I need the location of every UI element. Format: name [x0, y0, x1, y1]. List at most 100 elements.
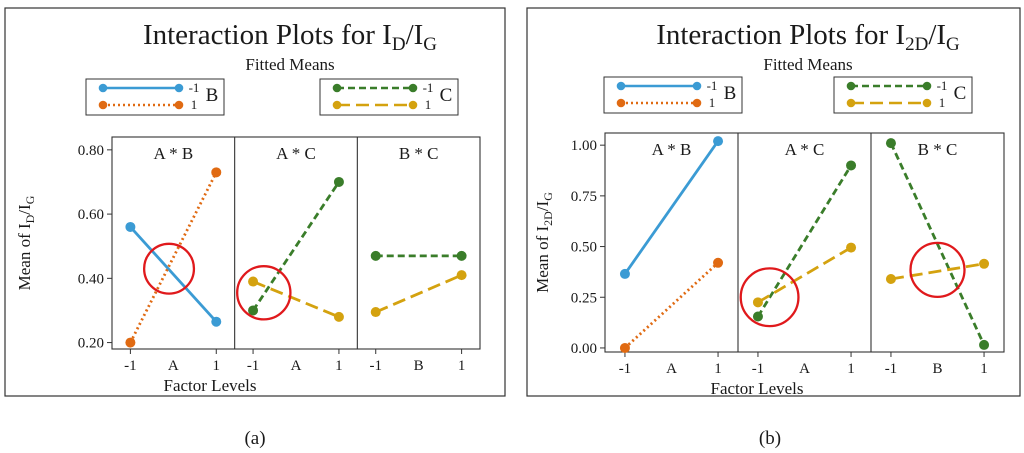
x-axis-label: Factor Levels [164, 376, 257, 395]
x-factor-label: A [168, 358, 179, 374]
y-tick-label: 0.00 [571, 341, 597, 357]
series-line-1 [624, 261, 719, 349]
y-tick-label: 0.50 [571, 240, 597, 256]
data-point [125, 337, 136, 348]
y-tick-label: 0.25 [571, 290, 597, 306]
legend-level-label: -1 [707, 78, 718, 93]
x-tick-label: 1 [847, 361, 855, 377]
legend-factor-label: B [724, 83, 737, 104]
series-line-1 [890, 262, 985, 281]
series-line-1 [129, 171, 218, 344]
highlight-circle [142, 242, 196, 295]
legend-marker [332, 83, 342, 93]
subplot-title: A * C [276, 144, 316, 163]
data-point [211, 316, 222, 327]
y-tick-label: 0.60 [78, 207, 104, 223]
x-tick-label: -1 [752, 361, 765, 377]
legend-box [603, 76, 743, 114]
data-point [979, 339, 990, 350]
x-factor-label: B [932, 361, 942, 377]
x-tick-label: -1 [369, 358, 382, 374]
legend-legend_right: -1 1 C [319, 78, 459, 116]
legend-level-label: 1 [425, 97, 432, 112]
chart-subtitle: Fitted Means [763, 55, 852, 74]
series-line-1 [375, 273, 463, 314]
legend-level-label: 1 [939, 95, 946, 110]
x-factor-label: A [799, 361, 810, 377]
subplot-ab: A * B -1 1 A [619, 136, 724, 377]
data-point [713, 257, 724, 268]
data-point [846, 160, 857, 171]
panel-frame [4, 7, 506, 397]
data-point [752, 311, 763, 322]
legend-marker [616, 98, 626, 108]
legend-level-label: 1 [709, 95, 716, 110]
legend-level-label: -1 [423, 80, 434, 95]
legend-factor-label: C [954, 83, 967, 104]
data-point [125, 221, 136, 232]
x-axis-label: Factor Levels [711, 379, 804, 398]
legend-marker [616, 81, 626, 91]
panel-frame [526, 7, 1021, 397]
data-point [979, 258, 990, 269]
x-tick-label: -1 [619, 361, 632, 377]
x-factor-label: A [291, 358, 302, 374]
y-tick-label: 0.80 [78, 143, 104, 159]
chart-subtitle: Fitted Means [245, 55, 334, 74]
data-point [619, 268, 630, 279]
legend-marker [692, 98, 702, 108]
y-tick-label: 1.00 [571, 138, 597, 154]
data-point [846, 242, 857, 253]
legend-marker [408, 100, 418, 110]
series-line--1 [129, 225, 218, 323]
data-point [333, 311, 344, 322]
y-axis-label: Mean of ID/IG [15, 195, 37, 290]
subplot-ab: A * B -1 1 A [124, 144, 222, 374]
plot-frame [111, 136, 481, 350]
data-point [370, 307, 381, 318]
x-tick-label: -1 [124, 358, 137, 374]
legend-legend_left: -1 1 B [85, 78, 225, 116]
highlight-circle [739, 267, 800, 328]
x-tick-label: 1 [213, 358, 221, 374]
series-line-1 [252, 280, 340, 319]
legend-marker [922, 81, 932, 91]
panel-caption-a: (a) [244, 428, 265, 449]
subplot-title: A * B [652, 140, 692, 159]
legend-level-label: 1 [191, 97, 198, 112]
data-point [333, 176, 344, 187]
subplot-ac: A * C -1 1 A [737, 133, 857, 377]
legend-marker [98, 100, 108, 110]
panel-caption-b: (b) [759, 428, 781, 449]
x-tick-label: 1 [714, 361, 722, 377]
legend-marker [174, 100, 184, 110]
x-tick-label: 1 [458, 358, 466, 374]
data-point [248, 305, 259, 316]
data-point [885, 274, 896, 284]
y-tick-label: 0.20 [78, 336, 104, 352]
subplot-bc: B * C -1 1 B [356, 137, 467, 374]
x-tick-label: 1 [980, 361, 988, 377]
x-tick-label: 1 [335, 358, 343, 374]
chart-title: Interaction Plots for I2D/IG [656, 19, 960, 55]
legend-marker [692, 81, 702, 91]
data-point [248, 276, 259, 287]
data-point [456, 270, 467, 281]
legend-box [319, 78, 459, 116]
subplot-title: B * C [918, 140, 958, 159]
subplot-title: A * B [153, 144, 193, 163]
legend-legend_left: -1 1 B [603, 76, 743, 114]
series-line--1 [251, 181, 341, 312]
y-tick-label: 0.40 [78, 271, 104, 287]
legend-level-label: -1 [937, 78, 948, 93]
legend-level-label: -1 [189, 80, 200, 95]
series-line--1 [623, 140, 720, 275]
data-point [713, 136, 724, 147]
data-point [456, 250, 467, 261]
legend-marker [846, 81, 856, 91]
chart-title: Interaction Plots for ID/IG [143, 19, 437, 55]
subplot-ac: A * C -1 1 A [234, 137, 344, 374]
